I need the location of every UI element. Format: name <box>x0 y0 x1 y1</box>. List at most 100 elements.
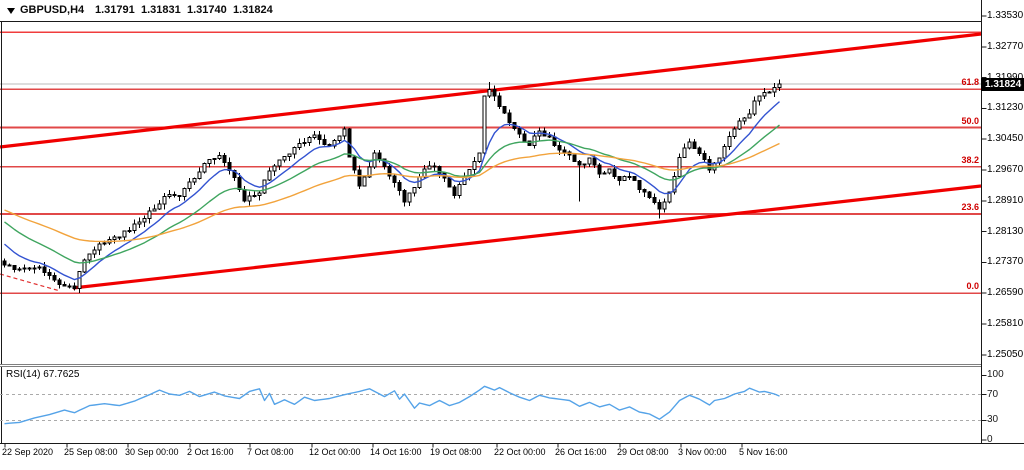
bear-candle <box>702 152 707 160</box>
bull-candle <box>37 266 42 269</box>
bull-candle <box>337 135 342 141</box>
bull-candle <box>687 141 692 149</box>
bear-candle <box>527 140 532 147</box>
bull-candle <box>342 128 347 137</box>
bear-candle <box>572 154 577 163</box>
candlestick-series <box>2 79 782 293</box>
time-axis-label: 26 Oct 16:00 <box>555 447 607 457</box>
bull-candle <box>82 259 87 273</box>
bull-candle <box>622 176 627 182</box>
price-axis-label: 1.25050 <box>987 348 1024 360</box>
bull-candle <box>667 191 672 203</box>
bull-candle <box>97 243 102 251</box>
bull-candle <box>732 128 737 137</box>
price-axis-label: 1.32770 <box>987 40 1024 52</box>
bull-candle <box>587 157 592 165</box>
bull-candle <box>777 83 782 89</box>
bear-candle <box>592 157 597 166</box>
price-axis-label: 1.31230 <box>987 102 1024 114</box>
rsi-scale-label: 100 <box>987 369 1004 381</box>
bear-candle <box>507 112 512 123</box>
bull-candle <box>272 165 277 172</box>
bull-candle <box>737 120 742 130</box>
bull-candle <box>207 159 212 164</box>
bull-candle <box>17 268 22 271</box>
bear-candle <box>12 265 17 270</box>
bear-candle <box>692 141 697 149</box>
bull-candle <box>277 159 282 167</box>
bull-candle <box>127 229 132 232</box>
rsi-indicator-label: RSI(14) 67.7625 <box>6 369 80 380</box>
time-axis-label: 2 Oct 16:00 <box>187 447 234 457</box>
fib-level-label: 61.8 <box>961 77 979 88</box>
bear-candle <box>617 175 622 182</box>
bear-candle <box>42 266 47 273</box>
bull-candle <box>767 91 772 94</box>
bear-candle <box>237 176 242 191</box>
bull-candle <box>202 162 207 173</box>
bear-candle <box>232 169 237 178</box>
bear-candle <box>562 149 567 153</box>
bull-candle <box>122 230 127 238</box>
bull-candle <box>182 188 187 198</box>
bear-candle <box>612 168 617 177</box>
bull-candle <box>482 95 487 154</box>
bear-candle <box>632 175 637 182</box>
bull-candle <box>607 168 612 174</box>
ohlc-high-value: 1.31831 <box>141 4 181 16</box>
bull-candle <box>722 146 727 159</box>
bull-candle <box>362 176 367 187</box>
time-axis-label: 5 Nov 16:00 <box>739 447 788 457</box>
bull-candle <box>627 175 632 178</box>
bear-candle <box>322 139 327 145</box>
bull-candle <box>407 192 412 203</box>
symbol-collapse-triangle-icon[interactable] <box>7 8 15 14</box>
bull-candle <box>412 186 417 194</box>
ohlc-close-value: 1.31824 <box>233 4 273 16</box>
time-axis-label: 19 Oct 08:00 <box>430 447 482 457</box>
bull-candle <box>662 201 667 210</box>
bear-candle <box>7 264 12 267</box>
bull-candle <box>472 160 477 170</box>
bull-candle <box>117 236 122 239</box>
rsi-line <box>4 385 780 425</box>
bear-candle <box>27 267 32 270</box>
bear-candle <box>502 106 507 114</box>
bull-candle <box>77 271 82 290</box>
bull-candle <box>152 208 157 212</box>
channel-lower <box>72 184 982 290</box>
bull-candle <box>312 134 317 139</box>
chart-title-bar: GBPUSD,H4 1.31791 1.31831 1.31740 1.3182… <box>0 0 980 21</box>
bull-candle <box>457 183 462 197</box>
ohlc-open-value: 1.31791 <box>95 4 135 16</box>
time-axis-label: 30 Sep 00:00 <box>125 447 179 457</box>
bear-candle <box>697 147 702 154</box>
bear-candle <box>597 164 602 175</box>
bull-candle <box>142 218 147 223</box>
bear-candle <box>392 175 397 184</box>
time-axis-label: 29 Oct 08:00 <box>617 447 669 457</box>
ma-fast-line <box>4 101 780 281</box>
bull-candle <box>147 210 152 219</box>
bear-candle <box>357 169 362 187</box>
bull-candle <box>282 156 287 161</box>
bull-candle <box>87 253 92 261</box>
bull-candle <box>137 221 142 225</box>
price-axis-label: 1.30450 <box>987 133 1024 145</box>
time-axis-label: 12 Oct 00:00 <box>309 447 361 457</box>
time-axis-label: 22 Sep 2020 <box>2 447 54 457</box>
bull-candle <box>747 113 752 119</box>
price-axis-label: 1.31990 <box>987 72 1023 84</box>
price-axis-label: 1.28130 <box>987 225 1024 237</box>
bull-candle <box>217 155 222 160</box>
bear-candle <box>172 194 177 197</box>
current-price-flag: 1.31824 <box>981 77 1024 91</box>
bull-candle <box>157 203 162 210</box>
bear-candle <box>47 271 52 276</box>
bear-candle <box>52 274 57 281</box>
bear-candle <box>707 158 712 171</box>
bear-candle <box>657 201 662 210</box>
rsi-scale-label: 0 <box>987 433 993 445</box>
